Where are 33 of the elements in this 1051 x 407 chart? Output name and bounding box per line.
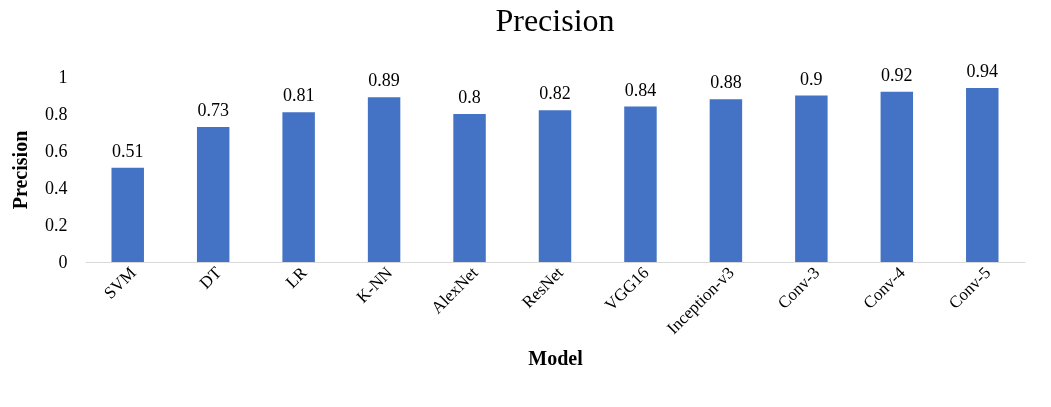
data-label: 0.51 <box>111 140 144 161</box>
data-label: 0.92 <box>881 64 913 85</box>
bar <box>367 97 401 262</box>
bar <box>453 114 486 262</box>
y-tick-label: 1 <box>58 66 68 87</box>
x-axis-title: Model <box>528 347 584 370</box>
y-tick-label: 0.2 <box>45 214 68 235</box>
x-tick-label: DT <box>195 262 226 293</box>
y-tick-label: 0.8 <box>45 103 68 124</box>
data-label: 0.88 <box>710 72 742 93</box>
data-label: 0.8 <box>458 87 481 107</box>
bar <box>795 95 828 262</box>
bar <box>196 126 230 262</box>
chart-title: Precision <box>495 2 615 39</box>
bar <box>538 110 572 262</box>
data-label: 0.89 <box>368 70 400 91</box>
data-label: 0.82 <box>539 83 571 104</box>
y-axis-title: Precision <box>9 130 31 210</box>
data-label: 0.84 <box>624 79 657 100</box>
bar <box>966 88 999 262</box>
data-label: 0.9 <box>800 68 823 89</box>
data-label: 0.81 <box>282 85 315 106</box>
bar <box>111 167 144 262</box>
bar <box>282 112 315 262</box>
bar <box>624 106 657 262</box>
bar <box>709 99 743 262</box>
bar <box>880 91 914 262</box>
data-label: 0.94 <box>966 61 999 82</box>
data-label: 0.73 <box>197 99 229 120</box>
x-tick-label: LR <box>281 262 312 292</box>
y-tick-label: 0.6 <box>45 140 68 161</box>
y-tick-label: 0 <box>58 251 68 272</box>
y-tick-label: 0.4 <box>45 177 68 198</box>
